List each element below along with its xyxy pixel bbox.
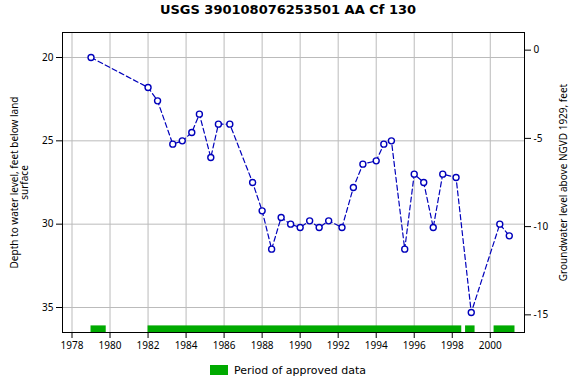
svg-text:Groundwater level above NGVD 1: Groundwater level above NGVD 1929, feet: [556, 83, 570, 281]
svg-text:-10: -10: [534, 219, 549, 233]
svg-text:Depth to water level, feet bel: Depth to water level, feet below landsur…: [7, 97, 31, 269]
svg-text:-5: -5: [534, 131, 543, 145]
svg-text:1980: 1980: [99, 338, 122, 352]
svg-text:1988: 1988: [251, 338, 274, 352]
svg-text:35: 35: [42, 300, 54, 314]
svg-text:0: 0: [534, 42, 540, 56]
svg-text:1984: 1984: [175, 338, 198, 352]
svg-text:30: 30: [42, 216, 54, 230]
svg-text:1982: 1982: [137, 338, 160, 352]
svg-text:1986: 1986: [213, 338, 236, 352]
svg-text:1996: 1996: [403, 338, 426, 352]
svg-text:1992: 1992: [327, 338, 350, 352]
svg-text:20: 20: [42, 50, 54, 64]
svg-text:2000: 2000: [479, 338, 502, 352]
svg-text:-15: -15: [534, 307, 549, 321]
svg-text:25: 25: [42, 133, 54, 147]
svg-text:1994: 1994: [365, 338, 388, 352]
svg-text:1998: 1998: [441, 338, 464, 352]
html-text:USGS 390108076253501 AA Cf 130: USGS 390108076253501 AA Cf 130: [159, 2, 417, 17]
html-text:Period of approved data: Period of approved data: [233, 363, 367, 377]
svg-text:1978: 1978: [61, 338, 84, 352]
svg-text:1990: 1990: [289, 338, 312, 352]
